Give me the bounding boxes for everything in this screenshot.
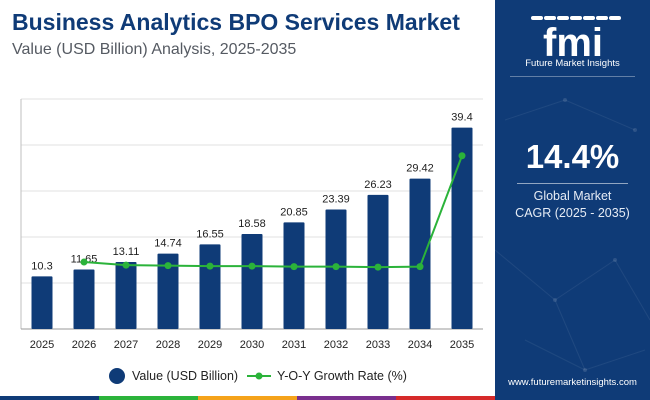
- bar-value-label: 26.23: [364, 179, 392, 191]
- bar: [31, 276, 53, 329]
- legend-line-label: Y-O-Y Growth Rate (%): [277, 369, 407, 383]
- legend-line-item: Y-O-Y Growth Rate (%): [247, 367, 407, 385]
- growth-point: [164, 262, 172, 270]
- x-tick-label: 2035: [450, 339, 474, 351]
- growth-line: [83, 155, 463, 269]
- x-tick-label: 2033: [366, 339, 390, 351]
- bar: [157, 253, 179, 329]
- legend-line-swatch: [247, 372, 271, 380]
- logo-subtitle: Future Market Insights: [525, 58, 620, 69]
- growth-point: [416, 263, 424, 271]
- fmi-logo: fmi: [531, 16, 621, 65]
- growth-point: [206, 262, 214, 270]
- bar: [115, 261, 137, 329]
- website-url: www.futuremarketinsights.com: [508, 377, 637, 388]
- x-tick-label: 2032: [324, 339, 348, 351]
- cagr-label-period: CAGR (2025 - 2035): [515, 206, 630, 220]
- x-tick-label: 2028: [156, 339, 180, 351]
- growth-point: [332, 263, 340, 271]
- x-tick-label: 2027: [114, 339, 138, 351]
- bar-line-chart: 10.3202511.65202613.11202714.74202816.55…: [20, 98, 483, 351]
- x-tick-label: 2025: [30, 339, 54, 351]
- growth-point: [374, 263, 382, 271]
- bar: [367, 194, 389, 329]
- sidebar-panel: fmi Future Market Insights 14.4% Global …: [495, 0, 650, 400]
- bar-value-label: 16.55: [196, 228, 224, 240]
- bar: [199, 244, 221, 329]
- bar: [283, 222, 305, 329]
- growth-point: [248, 262, 256, 270]
- cagr-value: 14.4%: [525, 138, 620, 175]
- logo-brand: fmi: [543, 21, 603, 65]
- x-tick-label: 2030: [240, 339, 264, 351]
- legend-bar-label: Value (USD Billion): [132, 369, 239, 383]
- bar-value-label: 39.4: [451, 112, 472, 124]
- network-pattern: [495, 98, 650, 372]
- bar-value-label: 29.42: [406, 163, 434, 175]
- x-tick-label: 2026: [72, 339, 96, 351]
- growth-point: [458, 152, 466, 160]
- chart-title: Business Analytics BPO Services Market: [12, 9, 460, 35]
- bar-value-label: 18.58: [238, 218, 266, 230]
- bar-value-label: 20.85: [280, 206, 308, 218]
- sidebar-divider: [510, 76, 635, 77]
- bar-value-label: 13.11: [113, 246, 140, 258]
- growth-point: [122, 261, 130, 269]
- chart-subtitle: Value (USD Billion) Analysis, 2025-2035: [12, 41, 297, 58]
- bar-value-label: 23.39: [322, 193, 350, 205]
- bar: [241, 234, 263, 329]
- bottom-color-bar: [0, 396, 495, 400]
- bar-value-label: 10.3: [31, 260, 52, 272]
- bar: [73, 269, 95, 329]
- growth-point: [80, 258, 88, 266]
- bar: [409, 178, 431, 329]
- cagr-label-market: Global Market: [533, 189, 612, 203]
- x-tick-label: 2031: [282, 339, 306, 351]
- bar-value-label: 14.74: [154, 238, 182, 250]
- cagr-underline: [517, 183, 628, 184]
- x-tick-label: 2034: [408, 339, 432, 351]
- growth-point: [290, 263, 298, 271]
- legend-bar-swatch: [109, 368, 125, 384]
- bar: [451, 127, 473, 329]
- legend-bar-item: Value (USD Billion): [108, 367, 238, 385]
- x-tick-label: 2029: [198, 339, 222, 351]
